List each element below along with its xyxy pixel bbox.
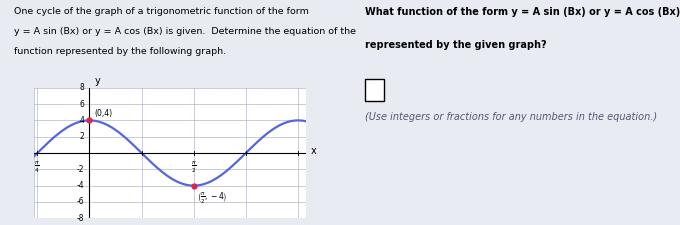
Text: -4: -4 (77, 181, 84, 190)
Text: function represented by the following graph.: function represented by the following gr… (14, 47, 226, 56)
Text: 4: 4 (80, 116, 84, 125)
Text: $\frac{\pi}{2}$: $\frac{\pi}{2}$ (191, 160, 197, 175)
Text: $\left(\frac{\pi}{2},-4\right)$: $\left(\frac{\pi}{2},-4\right)$ (197, 190, 228, 205)
Text: $\frac{\pi}{4}$: $\frac{\pi}{4}$ (35, 160, 40, 175)
Text: 8: 8 (80, 83, 84, 92)
Text: (0,4): (0,4) (94, 109, 112, 118)
Text: One cycle of the graph of a trigonometric function of the form: One cycle of the graph of a trigonometri… (14, 7, 309, 16)
Text: 2: 2 (80, 132, 84, 141)
Text: x: x (311, 146, 316, 155)
Text: y: y (95, 76, 101, 86)
Text: -8: -8 (77, 214, 84, 223)
Text: -6: -6 (77, 198, 84, 207)
Text: -2: -2 (77, 165, 84, 174)
Text: (Use integers or fractions for any numbers in the equation.): (Use integers or fractions for any numbe… (364, 112, 657, 122)
Text: What function of the form y = A sin (Bx) or y = A cos (Bx), B > 0 is: What function of the form y = A sin (Bx)… (364, 7, 680, 17)
Text: 6: 6 (80, 99, 84, 109)
Text: y = A sin (Bx) or y = A cos (Bx) is given.  Determine the equation of the: y = A sin (Bx) or y = A cos (Bx) is give… (14, 27, 356, 36)
Text: represented by the given graph?: represented by the given graph? (364, 40, 546, 50)
FancyBboxPatch shape (364, 79, 384, 101)
